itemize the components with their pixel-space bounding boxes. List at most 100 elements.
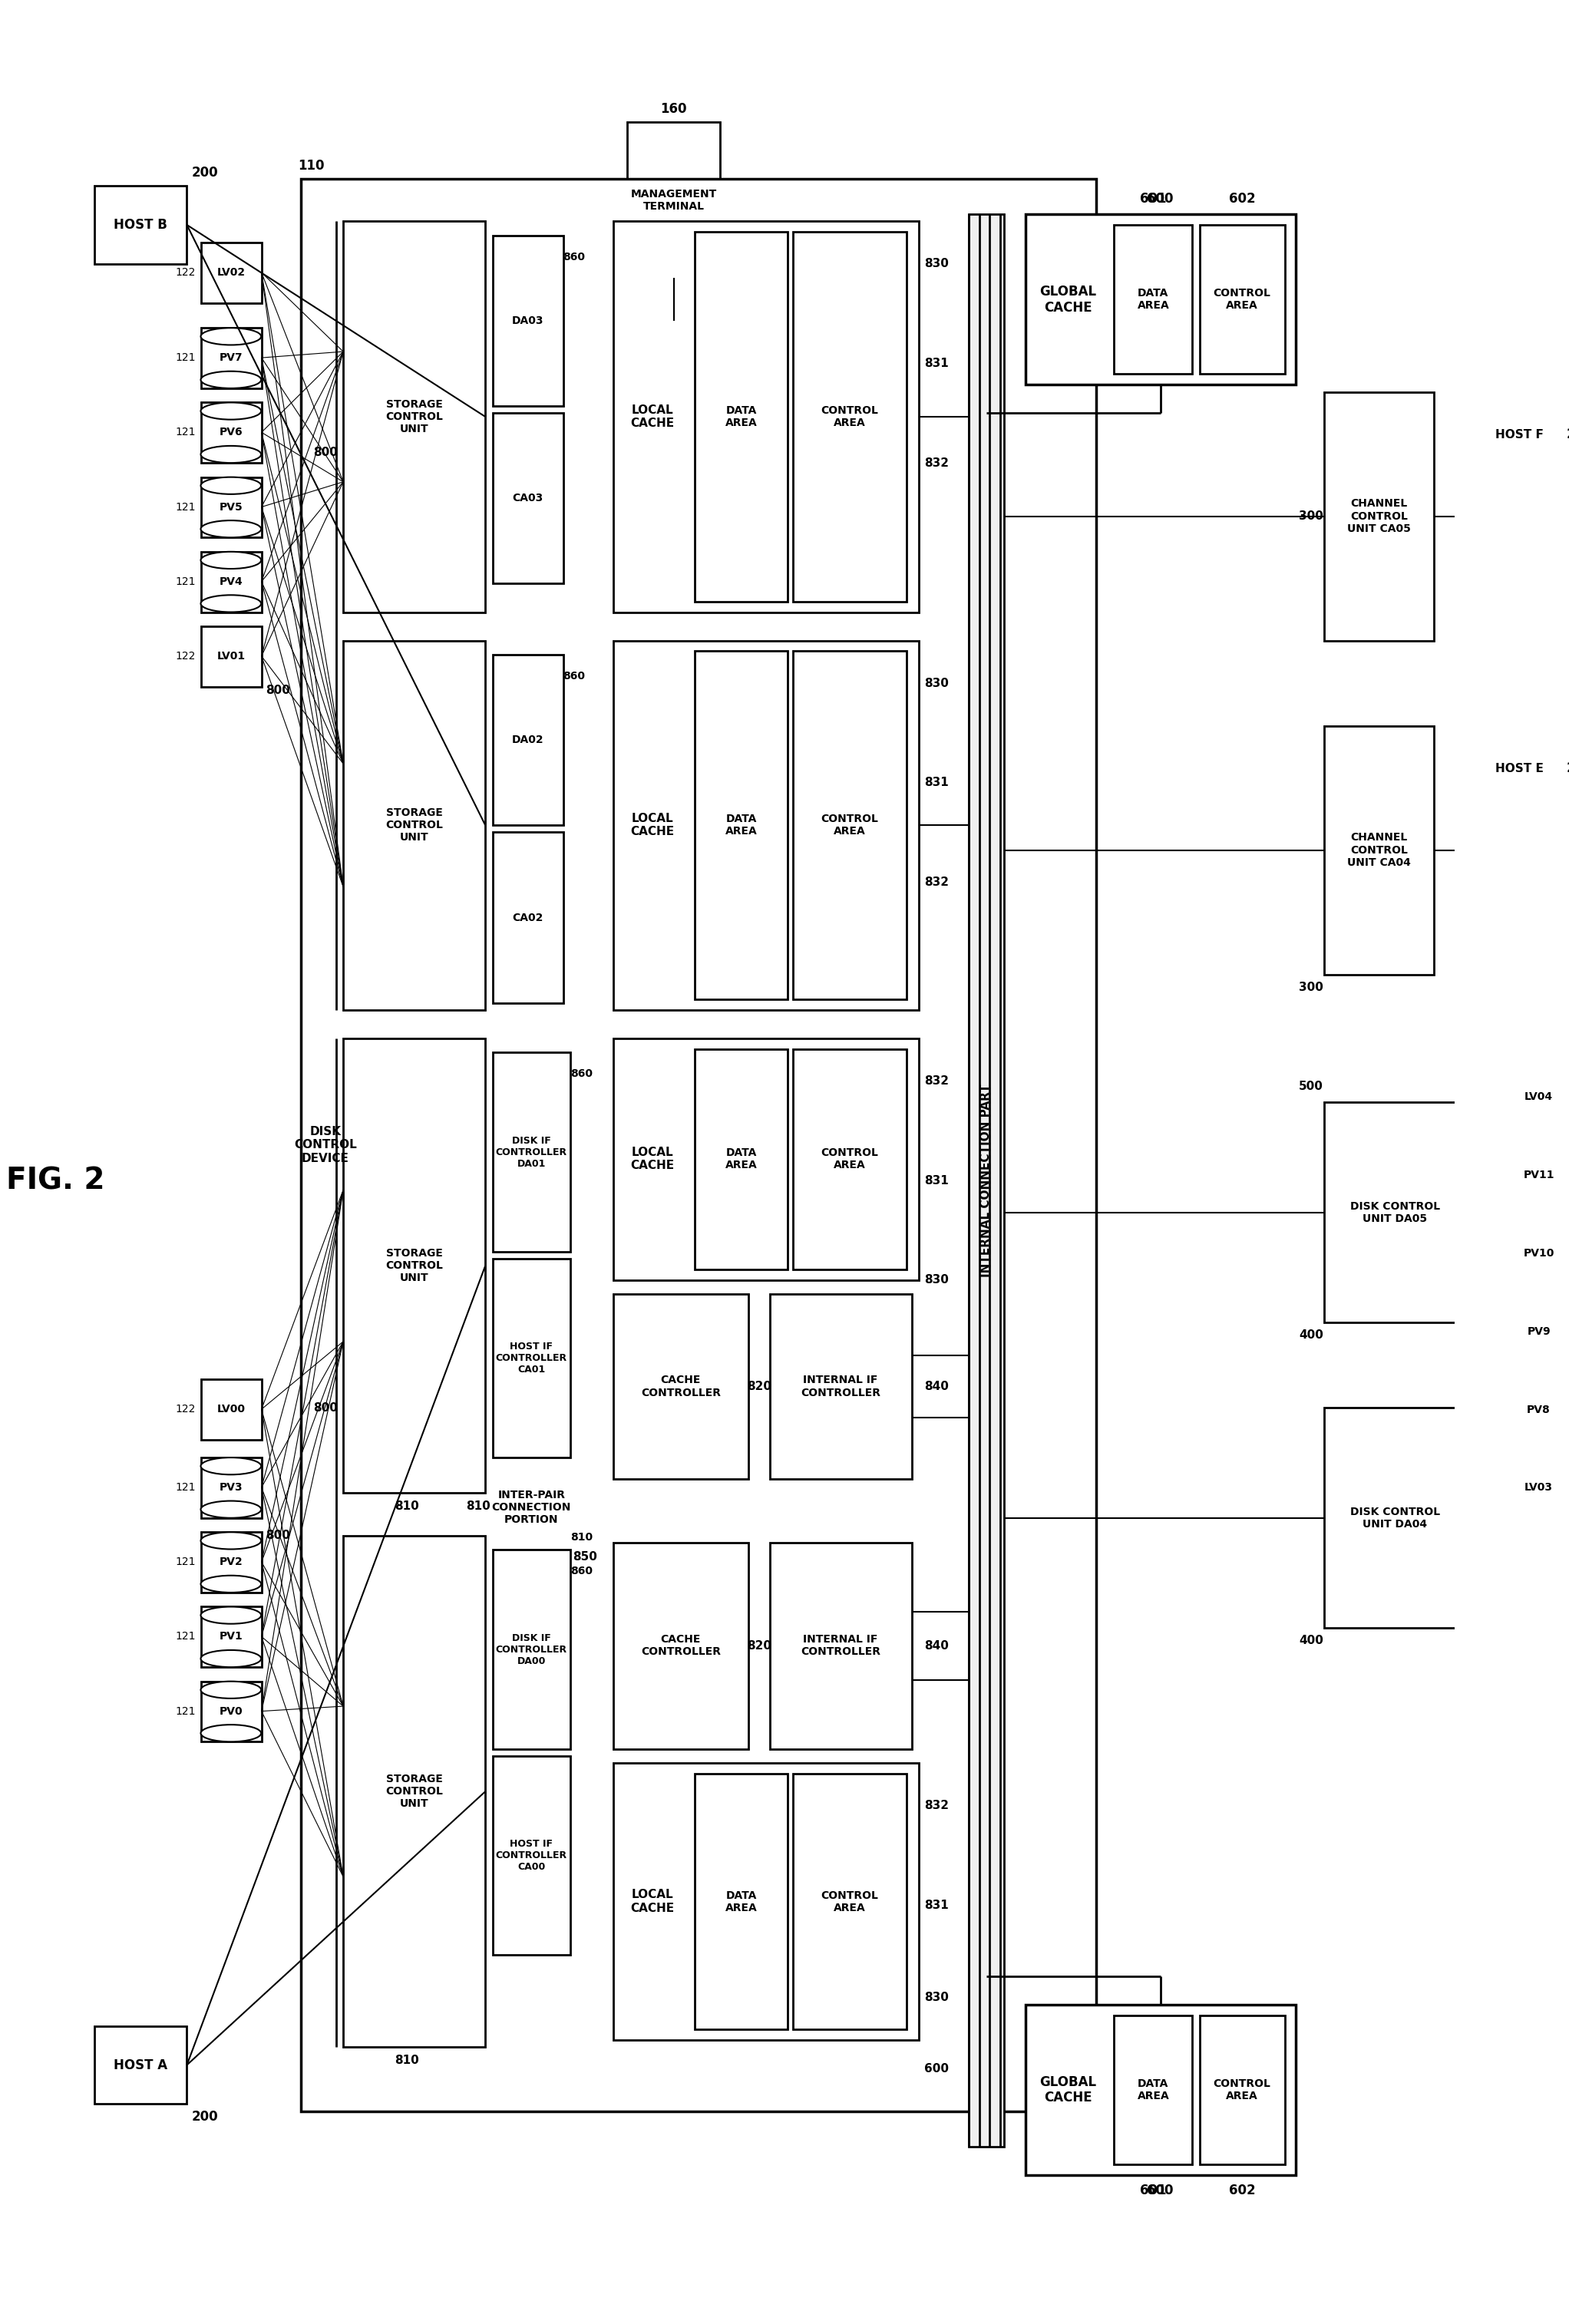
Text: HOST B: HOST B <box>115 218 168 232</box>
Bar <box>201 328 262 388</box>
Text: 200: 200 <box>191 2110 218 2124</box>
Text: 832: 832 <box>924 1799 949 1810</box>
Text: PV6: PV6 <box>220 428 243 437</box>
Text: STORAGE
CONTROL
UNIT: STORAGE CONTROL UNIT <box>386 400 442 435</box>
Bar <box>344 221 485 611</box>
Text: 600: 600 <box>1147 191 1174 205</box>
Text: DATA
AREA: DATA AREA <box>1138 288 1169 311</box>
Bar <box>792 1773 907 2029</box>
Bar <box>201 1380 262 1441</box>
Bar <box>613 1039 919 1281</box>
Ellipse shape <box>201 595 260 611</box>
Text: 850: 850 <box>573 1550 598 1562</box>
Bar <box>1026 214 1296 386</box>
Text: 122: 122 <box>176 651 196 662</box>
Text: 820: 820 <box>747 1641 772 1652</box>
Text: 121: 121 <box>176 502 196 511</box>
Text: 500: 500 <box>1299 1081 1323 1092</box>
Bar <box>1476 393 1561 476</box>
Bar <box>1114 225 1192 374</box>
Text: 121: 121 <box>176 1483 196 1492</box>
Text: PV2: PV2 <box>220 1557 243 1566</box>
Text: PV3: PV3 <box>220 1483 243 1492</box>
Text: PV10: PV10 <box>1523 1248 1555 1260</box>
Text: CONTROL
AREA: CONTROL AREA <box>1213 2078 1271 2101</box>
Text: DISK IF
CONTROLLER
DA00: DISK IF CONTROLLER DA00 <box>496 1634 568 1666</box>
Text: CONTROL
AREA: CONTROL AREA <box>821 1889 879 1913</box>
Ellipse shape <box>201 1501 260 1518</box>
Text: LV02: LV02 <box>217 267 245 279</box>
Text: HOST E: HOST E <box>1495 762 1544 774</box>
Ellipse shape <box>1508 1222 1569 1241</box>
Bar <box>613 641 919 1011</box>
Bar <box>493 235 563 407</box>
Text: DISK IF
CONTROLLER
DA01: DISK IF CONTROLLER DA01 <box>496 1136 568 1169</box>
Text: LOCAL
CACHE: LOCAL CACHE <box>631 1146 675 1171</box>
Text: LV03: LV03 <box>1525 1483 1553 1492</box>
Ellipse shape <box>201 1576 260 1592</box>
Text: 830: 830 <box>924 258 949 270</box>
Bar <box>1324 1408 1465 1629</box>
Bar <box>1508 1222 1569 1283</box>
Bar <box>1324 1102 1465 1322</box>
Bar <box>628 121 720 279</box>
Ellipse shape <box>201 1457 260 1476</box>
Text: INTERNAL IF
CONTROLLER: INTERNAL IF CONTROLLER <box>800 1376 880 1399</box>
Bar <box>493 1550 571 1750</box>
Text: 860: 860 <box>563 251 585 263</box>
Text: 600: 600 <box>1147 2185 1174 2199</box>
Ellipse shape <box>1508 1146 1569 1162</box>
Text: 840: 840 <box>924 1641 949 1652</box>
Text: DISK CONTROL
UNIT DA04: DISK CONTROL UNIT DA04 <box>1349 1506 1440 1529</box>
Ellipse shape <box>1508 1380 1569 1397</box>
Text: 122: 122 <box>176 267 196 279</box>
Text: 121: 121 <box>176 1631 196 1643</box>
Text: DATA
AREA: DATA AREA <box>725 1889 758 1913</box>
Ellipse shape <box>201 1724 260 1741</box>
Ellipse shape <box>201 1680 260 1699</box>
Text: 832: 832 <box>924 458 949 469</box>
Text: 860: 860 <box>570 1069 593 1078</box>
Text: HOST IF
CONTROLLER
CA01: HOST IF CONTROLLER CA01 <box>496 1341 568 1373</box>
Ellipse shape <box>1508 1301 1569 1318</box>
Text: 200: 200 <box>191 165 218 179</box>
Bar <box>201 1606 262 1666</box>
Bar <box>695 1048 788 1269</box>
Text: 860: 860 <box>570 1566 593 1576</box>
Text: INTERNAL CONNECTION PART: INTERNAL CONNECTION PART <box>981 1083 992 1278</box>
Text: 121: 121 <box>176 1557 196 1566</box>
Ellipse shape <box>201 328 260 344</box>
Text: 200: 200 <box>1566 762 1569 776</box>
Text: PV4: PV4 <box>220 576 243 588</box>
Text: PV5: PV5 <box>220 502 243 511</box>
Ellipse shape <box>201 372 260 388</box>
Bar <box>201 625 262 686</box>
Bar <box>493 1260 571 1457</box>
Ellipse shape <box>1508 1346 1569 1362</box>
Text: PV0: PV0 <box>220 1706 243 1717</box>
Bar <box>792 651 907 999</box>
Bar <box>1324 725 1434 974</box>
Text: CACHE
CONTROLLER: CACHE CONTROLLER <box>640 1376 720 1399</box>
Bar <box>1114 2015 1192 2164</box>
Text: GLOBAL
CACHE: GLOBAL CACHE <box>1040 2075 1097 2106</box>
Bar <box>493 832 563 1004</box>
Bar <box>1508 1301 1569 1362</box>
Text: 810: 810 <box>395 2054 419 2066</box>
Text: 820: 820 <box>747 1380 772 1392</box>
Text: 810: 810 <box>466 1499 491 1511</box>
Text: LOCAL
CACHE: LOCAL CACHE <box>631 404 675 430</box>
Ellipse shape <box>201 521 260 537</box>
Text: DATA
AREA: DATA AREA <box>1138 2078 1169 2101</box>
Text: CA02: CA02 <box>513 913 543 923</box>
Text: 400: 400 <box>1299 1329 1323 1341</box>
Text: DA02: DA02 <box>511 734 544 746</box>
Ellipse shape <box>1508 1422 1569 1441</box>
Text: PV7: PV7 <box>220 353 243 363</box>
Text: DATA
AREA: DATA AREA <box>725 1148 758 1171</box>
Text: STORAGE
CONTROL
UNIT: STORAGE CONTROL UNIT <box>386 806 442 844</box>
Bar <box>769 1294 912 1478</box>
Bar <box>1508 1380 1569 1441</box>
Bar <box>695 651 788 999</box>
Ellipse shape <box>201 551 260 569</box>
